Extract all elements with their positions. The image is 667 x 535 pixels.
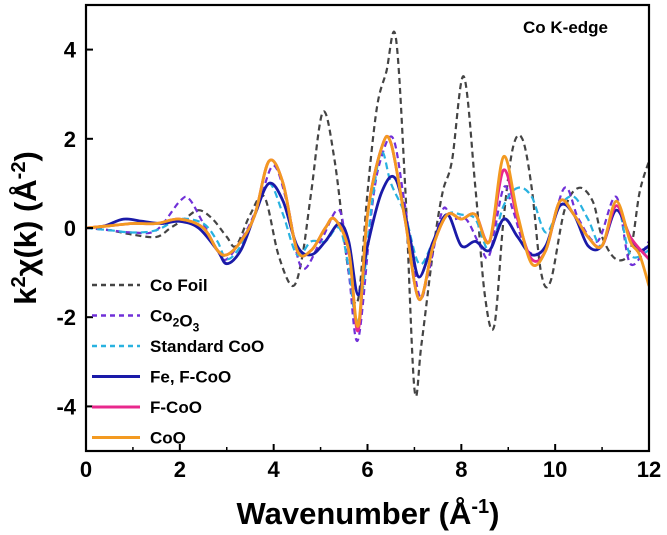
y-tick-label: 4 (64, 38, 77, 63)
axis-ticks: 0 2 4 6 8 10 12 -4 -2 0 2 4 (56, 38, 661, 482)
legend-label-standard-coo: Standard CoO (150, 337, 264, 356)
x-tick-label: 2 (174, 457, 186, 482)
x-axis-title-sup: -1 (471, 496, 489, 518)
y-axis-title-sup: -2 (8, 162, 30, 180)
series-line-coo (86, 134, 649, 328)
x-tick-label: 6 (361, 457, 373, 482)
y-tick-label: 0 (64, 216, 76, 241)
series-layer (86, 30, 649, 398)
legend: Co Foil Co2O3 Standard CoO Fe, F-CoO F-CoO Co… (92, 276, 264, 448)
legend-label-co2o3: Co2O3 (150, 307, 200, 335)
y-axis-title-k: k (8, 287, 43, 305)
legend-label-co-foil: Co Foil (150, 276, 208, 295)
y-axis-title-sup2: 2 (8, 276, 30, 287)
y-tick-label: -2 (56, 305, 76, 330)
x-tick-label: 10 (543, 457, 567, 482)
legend-label-fe-f-coo: Fe, F-CoO (150, 368, 231, 387)
x-axis-title-main: Wavenumber (Å (237, 496, 472, 531)
x-tick-label: 4 (268, 457, 281, 482)
x-tick-label: 12 (637, 457, 661, 482)
edge-annotation: Co K-edge (523, 18, 608, 37)
y-axis-title-end: ) (8, 151, 43, 161)
y-axis-title-chi: χ(k) (Å (8, 179, 43, 276)
x-tick-label: 8 (455, 457, 467, 482)
y-axis-title: k2χ(k) (Å-2) (8, 151, 43, 305)
y-tick-label: -4 (56, 394, 76, 419)
series-line-standard-coo (86, 151, 649, 325)
y-tick-label: 2 (64, 127, 76, 152)
series-line-co-foil (86, 30, 649, 398)
x-axis-title-end: ) (489, 496, 499, 531)
legend-label-coo: CoO (150, 429, 186, 448)
legend-label-f-coo: F-CoO (150, 398, 202, 417)
x-axis-title: Wavenumber (Å-1) (237, 496, 500, 531)
x-tick-label: 0 (80, 457, 92, 482)
